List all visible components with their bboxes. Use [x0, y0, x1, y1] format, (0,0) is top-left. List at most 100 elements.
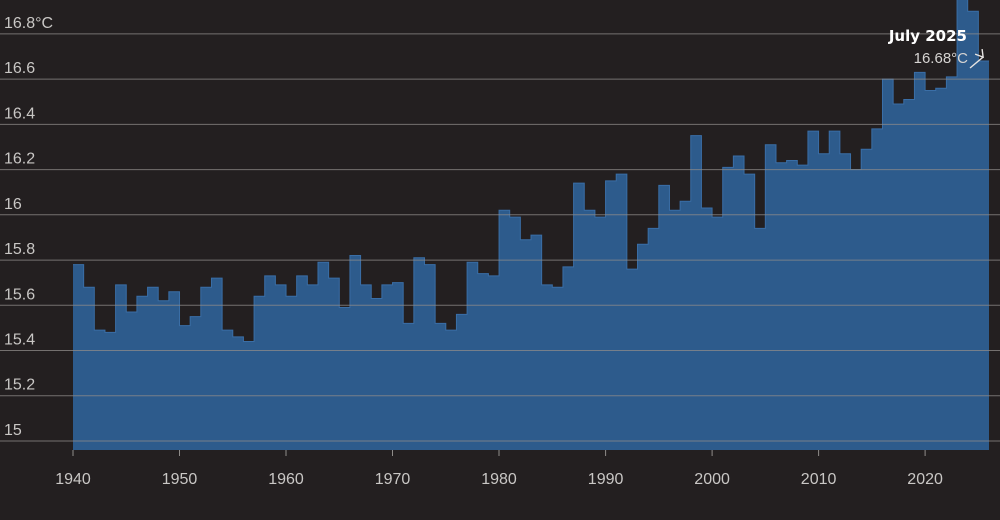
year-bar-2017 — [893, 104, 904, 450]
year-bar-2008 — [797, 165, 808, 450]
year-bar-1965 — [339, 308, 350, 450]
x-tick-label: 1960 — [268, 471, 304, 488]
year-bar-1960 — [286, 296, 297, 450]
temperature-area-fill — [73, 0, 989, 450]
july-2025-annotation: July 2025 16.68°C — [888, 27, 984, 69]
year-bar-1971 — [403, 323, 414, 450]
year-bar-1953 — [211, 278, 222, 450]
year-bar-2013 — [851, 170, 862, 450]
year-bar-1945 — [126, 312, 137, 450]
y-tick-label: 15.6 — [4, 286, 35, 303]
year-bar-2010 — [819, 154, 830, 450]
year-bar-2012 — [840, 154, 851, 450]
year-bar-1944 — [116, 285, 127, 450]
year-bar-1996 — [669, 210, 680, 450]
year-bar-1997 — [680, 201, 691, 450]
year-bar-1940 — [73, 265, 84, 450]
year-bar-2002 — [733, 156, 744, 450]
year-bar-2022 — [946, 77, 957, 450]
gridlines — [0, 33, 1000, 442]
year-bar-1961 — [297, 276, 308, 450]
year-bar-1995 — [659, 185, 670, 450]
year-bar-1972 — [414, 258, 425, 450]
x-tick-label: 1990 — [588, 471, 624, 488]
year-bar-1991 — [616, 174, 627, 450]
y-tick-label: 15.8 — [4, 241, 35, 258]
year-bar-1967 — [361, 285, 372, 450]
annotation-value: 16.68°C — [914, 50, 969, 67]
x-tick-label: 2010 — [801, 471, 837, 488]
y-tick-label: 16.8°C — [4, 15, 53, 32]
temperature-area-edge — [73, 0, 989, 342]
x-tick-label: 1970 — [375, 471, 411, 488]
year-bar-2004 — [755, 228, 766, 450]
year-bar-2025 — [978, 61, 989, 450]
year-bar-1981 — [510, 217, 521, 450]
year-bar-1980 — [499, 210, 510, 450]
year-bar-1999 — [701, 208, 712, 450]
year-bar-1968 — [371, 298, 382, 450]
year-bar-1962 — [307, 285, 318, 450]
year-bar-1979 — [488, 276, 499, 450]
annotation-arrow — [969, 56, 984, 69]
year-bar-1994 — [648, 228, 659, 450]
year-bar-2000 — [712, 217, 723, 450]
y-tick-label: 16.4 — [4, 105, 35, 122]
year-bar-2006 — [776, 163, 787, 450]
year-bar-1964 — [329, 278, 340, 450]
year-bar-2016 — [882, 79, 893, 450]
year-bar-1976 — [456, 314, 467, 450]
year-bar-1983 — [531, 235, 542, 450]
year-bar-2023 — [957, 0, 968, 450]
year-bar-1966 — [350, 256, 361, 450]
y-tick-label: 16.2 — [4, 151, 35, 168]
year-bar-1993 — [638, 244, 649, 450]
year-bar-2009 — [808, 131, 819, 450]
year-bar-1984 — [542, 285, 553, 450]
year-bar-2001 — [723, 167, 734, 450]
year-bar-1970 — [393, 283, 404, 450]
x-tick-label: 1980 — [481, 471, 517, 488]
year-bar-1998 — [691, 136, 702, 450]
annotation-title: July 2025 — [888, 27, 967, 45]
year-bar-2014 — [861, 149, 872, 450]
year-bar-2024 — [968, 11, 979, 450]
year-bar-1947 — [148, 287, 159, 450]
year-bar-1990 — [606, 181, 617, 450]
year-bar-1954 — [222, 330, 233, 450]
x-tick-label: 2000 — [694, 471, 730, 488]
year-bar-1950 — [180, 326, 191, 450]
year-bar-2011 — [829, 131, 840, 450]
y-axis-ticks: 15 15.2 15.4 15.6 15.8 16 16.2 16.4 16.6 16.8°C — [4, 15, 53, 439]
year-bar-1975 — [446, 330, 457, 450]
year-bar-1963 — [318, 262, 329, 450]
x-axis-ticks: 1940 1950 1960 1970 1980 1990 2000 2010 2020 — [55, 450, 943, 488]
year-bar-1974 — [435, 323, 446, 450]
year-bar-1958 — [265, 276, 276, 450]
year-bar-1949 — [169, 292, 180, 450]
y-tick-label: 15 — [4, 422, 22, 439]
year-bar-2018 — [904, 100, 915, 451]
year-bar-1952 — [201, 287, 212, 450]
year-bar-1973 — [424, 265, 435, 450]
year-bar-1982 — [520, 240, 531, 450]
year-bar-1977 — [467, 262, 478, 450]
year-bar-1957 — [254, 296, 265, 450]
year-bar-1946 — [137, 296, 148, 450]
y-tick-label: 15.4 — [4, 332, 35, 349]
year-bar-1942 — [94, 330, 105, 450]
year-bar-1986 — [563, 267, 574, 450]
year-bar-1978 — [478, 274, 489, 450]
year-bar-2003 — [744, 174, 755, 450]
year-bar-1959 — [275, 285, 286, 450]
year-bar-1985 — [552, 287, 563, 450]
year-bar-1992 — [627, 269, 638, 450]
year-bar-2005 — [765, 145, 776, 450]
year-bar-1951 — [190, 317, 201, 450]
y-tick-label: 16 — [4, 196, 22, 213]
year-bar-2015 — [872, 129, 883, 450]
x-tick-label: 2020 — [907, 471, 943, 488]
year-bar-1955 — [233, 337, 244, 450]
y-tick-label: 15.2 — [4, 377, 35, 394]
